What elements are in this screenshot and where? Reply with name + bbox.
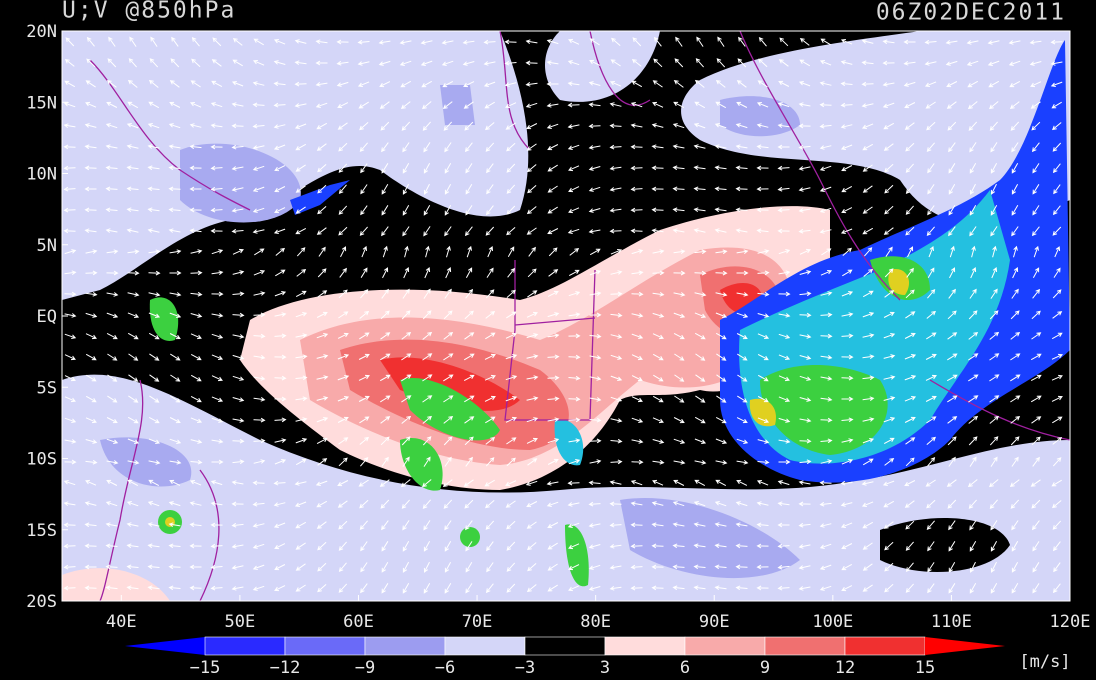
colorbar-label: 3 xyxy=(600,658,610,678)
colorbar-label: −12 xyxy=(270,658,301,678)
colorbar-label: 6 xyxy=(680,658,690,678)
colorbar-segment xyxy=(444,636,526,656)
colorbar-label: 15 xyxy=(915,658,935,678)
colorbar-segment xyxy=(284,636,366,656)
colorbar: −15 −12 −9 −6 −3 3 6 9 12 15 [m/s] xyxy=(125,636,1071,678)
wind-region xyxy=(62,31,529,300)
rain-region xyxy=(400,378,500,441)
colorbar-segment xyxy=(844,636,926,656)
lat-label: 20N xyxy=(26,22,57,42)
rain-region xyxy=(149,297,179,341)
rain-region xyxy=(400,438,443,491)
wind-region xyxy=(180,143,301,223)
colorbar-segment xyxy=(524,636,606,656)
rain-region xyxy=(565,524,589,587)
colorbar-segment xyxy=(764,636,846,656)
lon-label: 40E xyxy=(106,612,137,632)
colorbar-arrow xyxy=(925,637,1005,655)
colorbar-unit: [m/s] xyxy=(1019,652,1070,672)
colorbar-segment xyxy=(364,636,446,656)
lat-label: 15S xyxy=(26,521,57,541)
lat-label: 10N xyxy=(26,165,57,185)
rain-region xyxy=(290,180,350,215)
wind-region xyxy=(100,437,192,487)
rain-region xyxy=(760,365,888,455)
lon-label: 110E xyxy=(931,612,972,632)
lon-label: 90E xyxy=(699,612,730,632)
lon-label: 70E xyxy=(462,612,493,632)
lon-label: 80E xyxy=(580,612,611,632)
colorbar-label: −15 xyxy=(190,658,221,678)
colorbar-label: 12 xyxy=(835,658,855,678)
lat-label: 15N xyxy=(26,93,57,113)
lon-label: 120E xyxy=(1050,612,1091,632)
title: U;V @850hPa xyxy=(62,0,236,24)
rain-region xyxy=(165,517,175,527)
wind-region xyxy=(62,374,1070,601)
wind-region xyxy=(620,498,800,579)
colorbar-segment xyxy=(204,636,286,656)
colorbar-label: −3 xyxy=(515,658,535,678)
wind-region xyxy=(681,31,1070,224)
colorbar-segment xyxy=(684,636,766,656)
colorbar-label: 9 xyxy=(760,658,770,678)
lat-label: 10S xyxy=(26,450,57,470)
lat-label: 5N xyxy=(37,236,57,256)
lon-label: 60E xyxy=(343,612,374,632)
rain-region xyxy=(460,527,480,547)
rain-region xyxy=(749,398,776,427)
lat-label: EQ xyxy=(37,307,57,327)
colorbar-label: −9 xyxy=(355,658,375,678)
lat-label: 20S xyxy=(26,592,57,612)
lat-label: 5S xyxy=(37,378,57,398)
valid-time: 06Z02DEC2011 xyxy=(876,0,1066,26)
wind-region xyxy=(380,357,520,411)
lon-label: 50E xyxy=(225,612,256,632)
colorbar-segment xyxy=(604,636,686,656)
map-area xyxy=(62,31,1070,601)
colorbar-label: −6 xyxy=(435,658,455,678)
colorbar-arrow xyxy=(125,637,205,655)
wind-region xyxy=(880,518,1010,572)
coastline xyxy=(89,31,1070,601)
lon-label: 100E xyxy=(812,612,853,632)
wind-arrows xyxy=(63,36,1063,594)
rain-region xyxy=(888,269,910,295)
wind-region xyxy=(62,568,170,601)
wind-region xyxy=(440,85,475,125)
